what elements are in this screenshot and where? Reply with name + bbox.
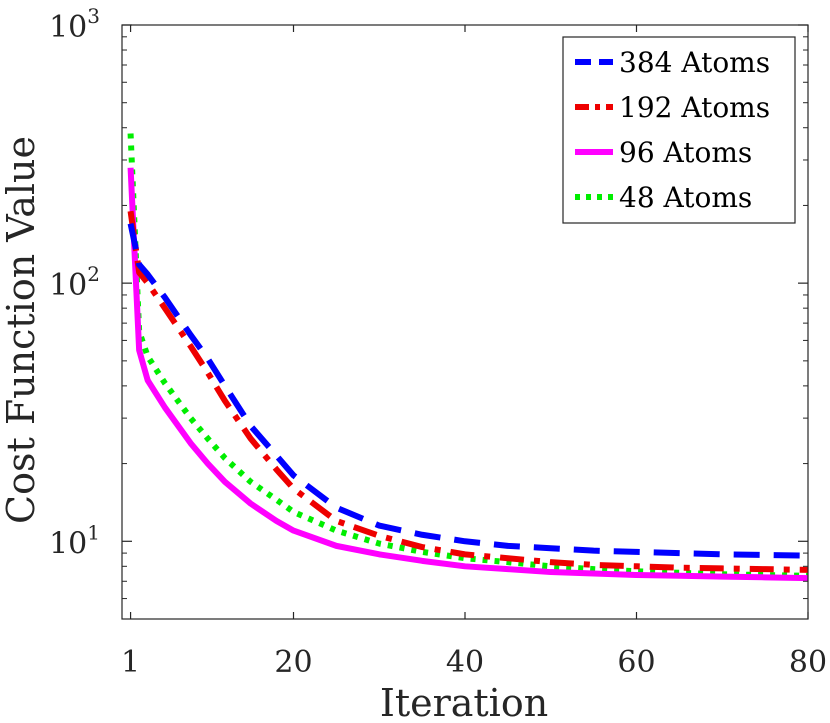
y-tick-label-exponent: 3 [87,4,100,28]
series-line-2 [127,167,808,582]
legend: 384 Atoms 192 Atoms 96 Atoms 48 Atoms [562,36,796,224]
y-tick-label: 103 [49,4,100,45]
legend-box [562,36,796,224]
y-axis-label: Cost Function Value [0,136,43,524]
y-tick-label-base: 10 [49,268,87,303]
x-tick-label: 60 [617,645,655,680]
series-line-3 [127,133,808,579]
y-tick-label-exponent: 1 [87,520,100,544]
x-tick-label: 80 [789,645,827,680]
x-tick-label: 20 [274,645,312,680]
legend-label: 192 Atoms [619,91,770,124]
legend-label: 48 Atoms [619,181,752,214]
y-tick-label-base: 10 [49,526,87,561]
series-line-0 [127,223,808,559]
y-tick-label: 102 [49,262,100,303]
series-layer [127,133,808,582]
series-line-1 [127,210,808,573]
x-tick-label: 1 [121,645,140,680]
legend-label: 384 Atoms [619,46,770,79]
x-tick-label: 40 [446,645,484,680]
y-tick-label-exponent: 2 [87,262,100,286]
y-tick-label: 101 [49,520,100,561]
x-axis-label: Iteration [380,681,548,723]
legend-label: 96 Atoms [619,136,752,169]
y-tick-label-base: 10 [49,10,87,45]
